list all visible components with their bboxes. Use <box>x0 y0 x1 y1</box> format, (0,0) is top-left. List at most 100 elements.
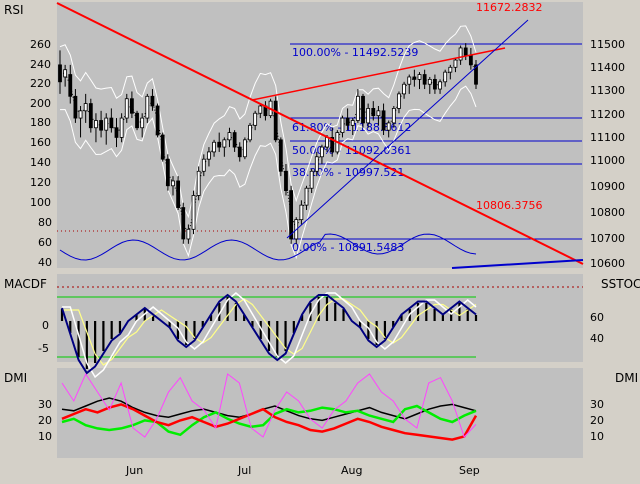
low-annotation: 10806.3756 <box>476 199 542 212</box>
bollinger-upper <box>59 25 477 219</box>
rsi-tick: 140 <box>30 156 51 169</box>
candle-up <box>207 151 211 160</box>
candle-down <box>160 134 165 160</box>
candle-down <box>371 108 376 117</box>
candle-up <box>391 108 396 124</box>
candle-down <box>68 74 73 97</box>
adx-line <box>61 397 477 422</box>
candle-up <box>438 81 442 90</box>
macd-line <box>61 293 477 375</box>
candle-up <box>63 69 68 78</box>
candle-up <box>386 122 391 131</box>
upper-trend-line <box>251 47 506 101</box>
x-label-sep: Sep <box>459 464 480 477</box>
candle-down <box>474 64 478 85</box>
macd-signal-line <box>62 298 477 366</box>
rsi-line <box>59 233 477 261</box>
sstoc-line <box>62 292 477 379</box>
blue-uptrend-line <box>286 19 529 239</box>
candle-down <box>381 110 386 131</box>
candle-up <box>320 146 324 158</box>
candle-up <box>186 228 191 240</box>
downtrend-line <box>56 2 584 265</box>
candle-down <box>433 78 437 90</box>
candle-down <box>58 64 62 83</box>
candle-down <box>176 180 181 208</box>
rsi-tick: 180 <box>30 116 51 129</box>
candle-up <box>258 105 263 114</box>
candle-up <box>402 83 406 95</box>
dmi-right-label: DMI <box>615 371 638 385</box>
rsi-tick: 100 <box>30 196 51 209</box>
x-label-jun: Jun <box>125 464 143 477</box>
candle-up <box>78 110 83 119</box>
macd-tick: 0 <box>42 319 49 332</box>
candle-up <box>427 78 432 85</box>
candle-up <box>299 204 304 221</box>
candle-up <box>453 59 458 68</box>
rsi-tick: 120 <box>30 176 51 189</box>
candle-down <box>114 127 119 138</box>
rsi-tick: 240 <box>30 58 51 71</box>
candle-up <box>227 132 232 141</box>
rsi-tick: 260 <box>30 38 51 51</box>
rsi-tick: 60 <box>38 236 52 249</box>
rsi-tick: 40 <box>38 256 52 269</box>
candle-up <box>191 195 196 230</box>
candle-up <box>397 93 401 109</box>
rsi-tick: 200 <box>30 97 51 110</box>
candle-down <box>273 100 278 141</box>
x-label-aug: Aug <box>341 464 362 477</box>
price-tick: 10900 <box>590 180 625 193</box>
sstoc-tick: 60 <box>590 311 604 324</box>
candle-up <box>145 95 150 119</box>
rsi-label: RSI <box>4 3 24 17</box>
candle-down <box>284 170 288 192</box>
price-tick: 10700 <box>590 232 625 245</box>
candle-down <box>330 137 335 153</box>
candle-up <box>171 180 175 187</box>
candle-up <box>94 120 98 129</box>
blue-bottom-line <box>451 259 584 269</box>
adxr-line <box>61 372 477 438</box>
price-tick: 11500 <box>590 38 625 51</box>
bollinger-lower <box>59 85 477 260</box>
candle-down <box>468 54 473 66</box>
candle-down <box>232 132 237 148</box>
dmi-panel <box>57 368 583 458</box>
candle-up <box>212 141 216 153</box>
dmi-plus-line <box>61 404 477 437</box>
candle-down <box>361 95 365 124</box>
price-tick: 11300 <box>590 84 625 97</box>
candle-down <box>73 95 78 119</box>
candle-down <box>237 146 242 158</box>
candle-down <box>278 139 283 172</box>
rsi-tick: 80 <box>38 216 52 229</box>
dmi-left-label: DMI <box>4 371 27 385</box>
candle-up <box>309 170 314 189</box>
candle-up <box>448 66 453 73</box>
dmi-minus-line <box>61 403 478 441</box>
dmi-tick: 10 <box>38 430 52 443</box>
fib-label: 100.00% - 11492.5239 <box>292 46 418 59</box>
candle-up <box>201 158 206 172</box>
rsi-axis: 260 240 220 200 180 160 140 120 100 80 6… <box>30 38 52 269</box>
candle-down <box>422 74 427 85</box>
dmi-tick: 10 <box>590 430 604 443</box>
candle-up <box>119 117 124 138</box>
candle-up <box>83 103 88 112</box>
sstoc-label: SSTOC <box>601 277 640 291</box>
price-tick: 11000 <box>590 154 625 167</box>
candle-up <box>248 124 252 141</box>
dmi-tick: 20 <box>38 414 52 427</box>
candle-up <box>253 112 258 126</box>
sstoc-tick: 40 <box>590 332 604 345</box>
chart-marks <box>57 25 583 441</box>
candle-up <box>350 120 355 126</box>
price-tick: 11200 <box>590 108 625 121</box>
candle-up <box>140 117 145 129</box>
candle-down <box>109 117 114 129</box>
candle-down <box>135 112 139 129</box>
